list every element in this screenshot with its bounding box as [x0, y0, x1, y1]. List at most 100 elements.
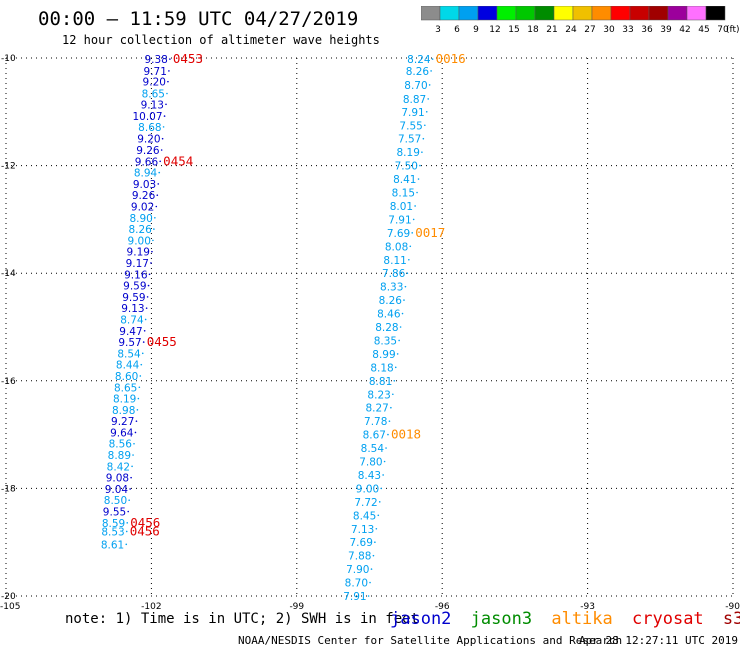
data-label-altika: 8.43	[358, 470, 381, 482]
time-label-cryosat: 0454	[163, 153, 193, 168]
data-point-cryosat	[138, 386, 141, 389]
x-tick-label: -102	[141, 602, 161, 610]
data-point-cryosat	[153, 228, 155, 230]
data-label-cryosat: 8.54	[117, 348, 141, 360]
data-point-cryosat	[163, 115, 166, 117]
color-scale-label: 27	[584, 25, 595, 34]
data-point-cryosat	[131, 465, 133, 468]
data-label-altika: 7.50	[395, 161, 418, 173]
data-label-cryosat: 8.50	[104, 495, 127, 507]
data-label-altika: 8.70	[404, 80, 427, 92]
legend-item-altika: altika	[551, 609, 613, 629]
data-label-cryosat: 9.20	[143, 77, 166, 89]
data-point-altika	[419, 164, 421, 167]
data-point-altika	[396, 353, 399, 355]
data-label-cryosat: 8.44	[116, 360, 140, 372]
time-label-altika: 0016	[436, 51, 466, 66]
data-label-altika: 8.26	[406, 66, 430, 78]
data-point-altika	[401, 312, 404, 315]
data-point-cryosat	[144, 318, 147, 321]
data-label-altika: 8.45	[353, 510, 376, 522]
data-label-altika: 8.19	[397, 147, 420, 159]
data-point-cryosat	[135, 420, 138, 422]
data-point-altika	[406, 272, 409, 275]
data-point-altika	[387, 433, 389, 436]
data-point-altika	[383, 460, 386, 463]
time-label-altika: 0018	[391, 427, 421, 442]
data-label-altika: 7.69	[350, 537, 373, 549]
data-point-altika	[422, 137, 425, 140]
footer-credit: NOAA/NESDIS Center for Satellite Applica…	[238, 634, 623, 647]
data-point-altika	[370, 568, 373, 570]
data-point-cryosat	[152, 239, 154, 242]
data-point-altika	[425, 111, 428, 113]
data-point-altika	[385, 447, 387, 449]
data-point-altika	[424, 124, 426, 127]
plot-area: -105 -102 -99 -96 -93 -90 -10 -12 -14 -16 -18 -20 9.…	[0, 51, 740, 610]
data-point-cryosat	[142, 341, 145, 343]
data-point-altika	[412, 218, 415, 221]
data-point-altika	[403, 299, 405, 301]
color-scale-label: 33	[622, 25, 633, 34]
data-label-cryosat: 8.59	[102, 518, 125, 530]
data-point-altika	[377, 514, 380, 517]
x-tick-label: -96	[435, 602, 450, 610]
time-label-cryosat: 0456	[130, 523, 160, 538]
data-point-cryosat	[147, 284, 150, 287]
data-label-cryosat: 9.00	[128, 235, 151, 247]
data-point-altika	[427, 98, 430, 100]
data-point-cryosat	[137, 397, 140, 400]
color-scale-swatch	[705, 6, 726, 21]
data-label-altika: 7.57	[398, 134, 421, 146]
color-scale-label: 21	[546, 25, 557, 34]
data-point-cryosat	[129, 488, 131, 490]
data-point-cryosat	[127, 510, 129, 513]
data-label-cryosat: 8.42	[107, 461, 130, 473]
data-label-cryosat: 9.59	[123, 281, 146, 293]
data-label-altika: 8.27	[365, 403, 388, 415]
data-label-altika: 9.00	[356, 483, 379, 495]
data-label-cryosat: 8.53	[101, 526, 124, 538]
data-label-cryosat: 9.64	[110, 427, 134, 439]
satellite-legend: jason2 jason3 altika cryosat s3a	[390, 609, 740, 629]
data-point-altika	[408, 258, 410, 261]
data-point-altika	[392, 393, 394, 396]
data-point-cryosat	[167, 80, 169, 83]
data-label-cryosat: 9.71	[144, 66, 167, 78]
data-label-altika: 8.41	[393, 174, 416, 186]
data-label-altika: 8.01	[390, 201, 413, 213]
data-point-cryosat	[136, 409, 139, 411]
data-point-altika	[416, 191, 418, 194]
data-label-altika: 7.91	[401, 107, 424, 119]
chart-title: 00:00 – 11:59 UTC 04/27/2019	[38, 8, 359, 30]
data-point-altika	[430, 70, 432, 72]
data-point-cryosat	[157, 183, 160, 185]
data-label-altika: 7.78	[364, 416, 387, 428]
data-point-cryosat	[145, 307, 148, 309]
data-point-cryosat	[126, 522, 129, 524]
legend-item-jason3: jason3	[470, 609, 533, 629]
data-label-cryosat: 9.13	[121, 303, 144, 315]
data-point-altika	[375, 527, 378, 530]
data-label-cryosat: 10.07	[132, 111, 162, 123]
data-label-cryosat: 9.20	[137, 134, 160, 146]
data-point-cryosat	[158, 171, 161, 174]
data-point-altika	[367, 595, 370, 597]
data-point-cryosat	[169, 58, 171, 60]
data-label-cryosat: 9.13	[141, 99, 164, 111]
data-label-cryosat: 9.02	[131, 201, 154, 213]
data-point-altika	[421, 151, 423, 153]
color-scale-label: 12	[489, 25, 500, 34]
data-label-altika: 8.87	[403, 94, 426, 106]
data-label-cryosat: 9.59	[122, 292, 145, 304]
x-tick-label: -90	[725, 602, 740, 610]
data-point-cryosat	[160, 149, 163, 151]
data-point-altika	[382, 474, 384, 476]
data-label-cryosat: 9.55	[103, 507, 126, 519]
data-label-altika: 7.91	[388, 214, 411, 226]
color-scale-label: 39	[660, 25, 672, 34]
data-label-altika: 8.23	[367, 389, 390, 401]
data-label-cryosat: 8.60	[115, 371, 138, 383]
data-point-altika	[393, 380, 396, 382]
data-point-altika	[417, 178, 420, 180]
